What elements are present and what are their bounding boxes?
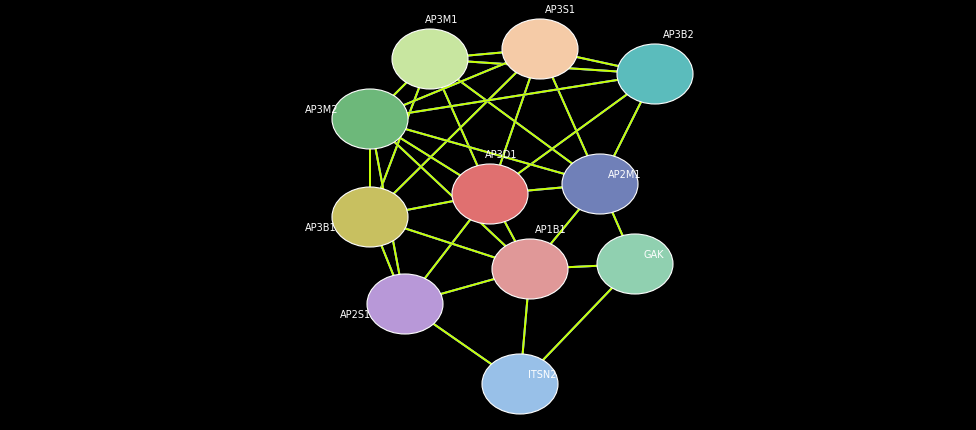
Ellipse shape — [332, 90, 408, 150]
Text: AP3S1: AP3S1 — [545, 5, 576, 15]
Ellipse shape — [332, 187, 408, 247]
Text: AP3M1: AP3M1 — [425, 15, 459, 25]
Ellipse shape — [392, 30, 468, 90]
Ellipse shape — [562, 155, 638, 215]
Ellipse shape — [492, 240, 568, 299]
Text: AP3D1: AP3D1 — [485, 150, 517, 160]
Text: GAK: GAK — [643, 249, 664, 259]
Text: AP1B1: AP1B1 — [535, 224, 567, 234]
Ellipse shape — [367, 274, 443, 334]
Text: AP2M1: AP2M1 — [608, 169, 641, 180]
Text: AP3B1: AP3B1 — [305, 222, 337, 233]
Ellipse shape — [617, 45, 693, 105]
Ellipse shape — [502, 20, 578, 80]
Text: AP3B2: AP3B2 — [663, 30, 695, 40]
Text: ITSN2: ITSN2 — [528, 369, 556, 379]
Ellipse shape — [452, 165, 528, 224]
Text: AP2S1: AP2S1 — [340, 309, 371, 319]
Ellipse shape — [597, 234, 673, 294]
Ellipse shape — [482, 354, 558, 414]
Text: AP3M2: AP3M2 — [305, 105, 339, 115]
